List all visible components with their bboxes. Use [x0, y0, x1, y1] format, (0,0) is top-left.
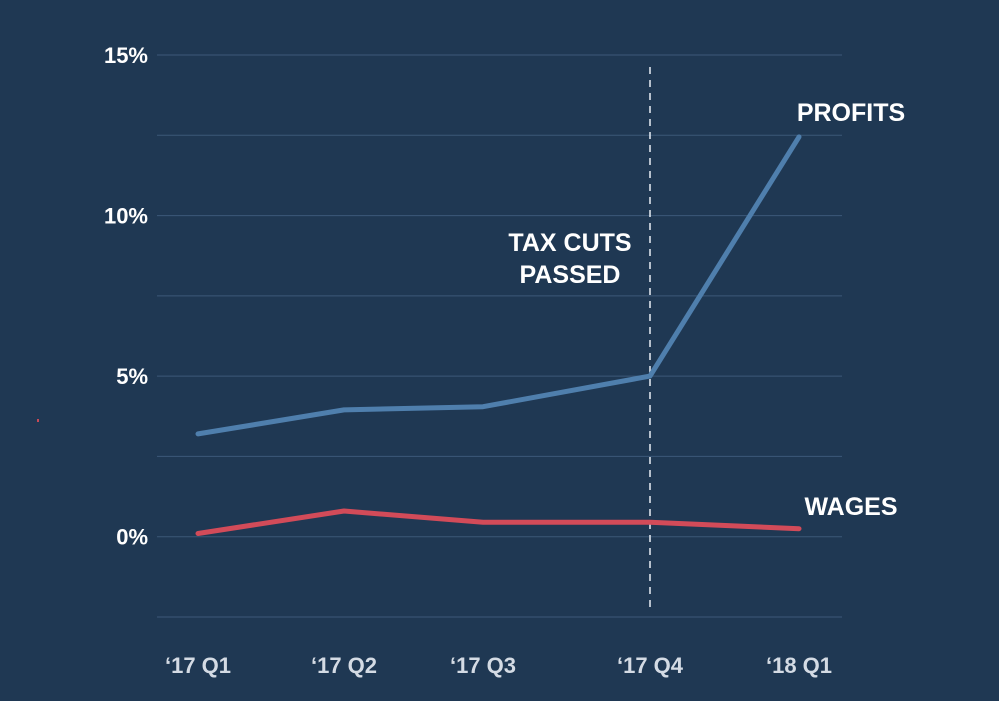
x-tick-label: ‘17 Q4 — [617, 653, 684, 678]
annotation-text: PASSED — [520, 261, 621, 289]
grid-layer — [157, 54, 842, 618]
series-label-profits: PROFITS — [797, 99, 905, 127]
x-tick-label: ‘17 Q3 — [450, 653, 516, 678]
series-layer — [195, 134, 802, 536]
x-tick-label: ‘18 Q1 — [766, 653, 832, 678]
y-tick-label: 5% — [116, 364, 148, 389]
series-line-profits — [195, 134, 802, 437]
x-tick-label: ‘17 Q1 — [165, 653, 231, 678]
y-tick-label: 0% — [116, 525, 148, 550]
series-line-wages — [195, 508, 802, 536]
y-tick-label: 15% — [104, 43, 148, 68]
y-tick-label: 10% — [104, 204, 148, 229]
x-tick-label: ‘17 Q2 — [311, 653, 377, 678]
annotation-text: TAX CUTS — [508, 229, 631, 257]
series-label-layer: PROFITS WAGES — [797, 99, 905, 521]
series-label-wages: WAGES — [804, 493, 897, 521]
stray-mark — [37, 419, 39, 422]
x-axis-layer: ‘17 Q1 ‘17 Q2 ‘17 Q3 ‘17 Q4 ‘18 Q1 — [165, 653, 832, 678]
annotation-layer: TAX CUTS PASSED — [508, 67, 651, 607]
y-axis-layer: 0% 5% 10% 15% — [104, 43, 148, 550]
